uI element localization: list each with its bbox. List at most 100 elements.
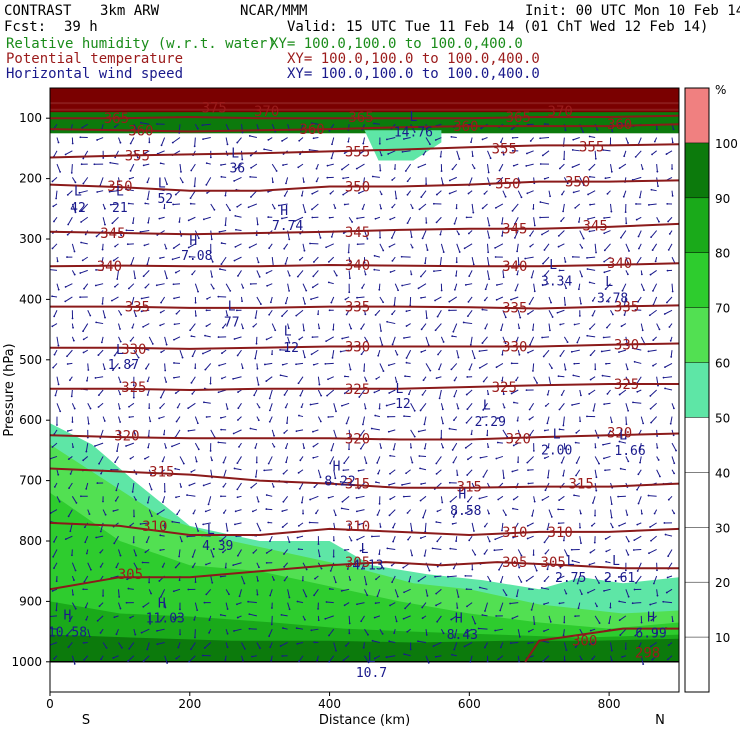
wind-vector	[372, 175, 380, 178]
theta-label: 340	[97, 259, 122, 275]
wind-vector-head	[495, 284, 498, 286]
wind-vector	[563, 629, 565, 636]
wind-vector	[225, 602, 229, 610]
wind-vector-head	[556, 578, 559, 580]
wind-vector	[164, 655, 168, 664]
wind-vector	[282, 495, 289, 503]
wind-vector	[514, 217, 519, 225]
theta-label: 330	[502, 340, 527, 356]
wind-vector-head	[212, 287, 215, 290]
wind-vector-head	[606, 393, 609, 395]
wind-vector	[482, 336, 488, 344]
wind-vector-head	[481, 138, 484, 141]
wind-vector-head	[51, 247, 54, 250]
wind-vector-head	[104, 207, 106, 210]
wind-vector	[663, 376, 673, 379]
wind-vector	[268, 456, 273, 464]
wind-vector-head	[595, 489, 598, 492]
wind-vector	[116, 628, 119, 635]
wind-vector-head	[156, 629, 158, 632]
wind-vector-head	[571, 166, 574, 169]
wind-vector-head	[256, 223, 259, 226]
wind-vector	[210, 575, 213, 583]
wind-vector-head	[604, 469, 606, 472]
wind-vector	[453, 389, 458, 397]
wind-vector-head	[247, 600, 250, 603]
wind-vector-head	[602, 336, 605, 339]
wind-vector-head	[528, 303, 531, 305]
wind-vector-head	[562, 634, 565, 637]
wind-vector-head	[203, 647, 206, 649]
wind-vector-head	[220, 495, 222, 498]
wind-vector-head	[283, 247, 286, 250]
wind-vector	[356, 495, 365, 499]
wind-vector	[425, 336, 430, 346]
wind-vector-head	[73, 663, 76, 665]
wind-vector-head	[451, 335, 454, 338]
wind-vector	[440, 403, 444, 410]
wind-vector-head	[197, 530, 200, 532]
wind-vector-head	[72, 326, 74, 329]
wind-vector-head	[156, 123, 158, 125]
wind-vector	[356, 535, 365, 541]
wind-vector-head	[624, 211, 627, 214]
wind-vector	[205, 177, 212, 186]
wind-vector-head	[379, 169, 382, 172]
wind-vector-head	[381, 344, 384, 346]
wind-vector-head	[191, 556, 194, 558]
theta-label: 340	[502, 259, 527, 275]
wind-vector	[79, 190, 88, 194]
x-tick-label: 200	[178, 697, 201, 711]
extremum-L: L	[368, 651, 376, 666]
wind-vector-head	[118, 596, 121, 598]
wind-vector	[496, 455, 504, 460]
wind-vector	[333, 469, 336, 479]
wind-vector	[579, 536, 582, 544]
wind-vector	[648, 349, 657, 352]
wind-vector-head	[589, 328, 591, 330]
wind-vector	[500, 323, 504, 331]
wind-vector	[408, 575, 412, 582]
wind-vector-head	[656, 569, 658, 572]
extremum-value: 12	[283, 341, 299, 356]
wind-vector-head	[631, 347, 634, 350]
wind-vector-head	[452, 461, 455, 464]
wind-vector-head	[229, 209, 231, 212]
wind-vector	[282, 522, 288, 528]
wind-vector	[176, 416, 181, 422]
wind-vector-head	[587, 193, 589, 196]
wind-vector-head	[340, 507, 343, 510]
wind-vector	[456, 589, 459, 598]
wind-vector	[210, 429, 216, 438]
wind-vector	[544, 575, 550, 582]
wind-vector	[652, 283, 658, 292]
wind-vector	[71, 177, 76, 183]
wind-vector	[255, 310, 258, 319]
wind-vector-head	[610, 516, 613, 519]
wind-vector-head	[140, 310, 143, 313]
wind-vector-head	[572, 374, 575, 377]
wind-vector-head	[511, 470, 514, 473]
wind-vector-head	[174, 392, 177, 395]
wind-vector-head	[524, 257, 527, 260]
wind-vector	[328, 655, 335, 663]
wind-vector-head	[324, 617, 327, 620]
wind-vector-head	[512, 507, 514, 510]
wind-vector-head	[624, 569, 627, 572]
wind-vector	[517, 310, 521, 318]
wind-vector-head	[588, 563, 591, 566]
wind-vector-head	[310, 629, 313, 632]
wind-vector	[256, 522, 261, 531]
wind-vector-head	[602, 443, 604, 446]
wind-vector-head	[81, 126, 84, 129]
wind-vector-head	[111, 222, 114, 225]
wind-vector	[67, 217, 73, 225]
wind-vector-head	[669, 422, 672, 425]
wind-vector	[656, 469, 661, 477]
wind-vector-head	[457, 356, 460, 359]
plot-border	[49, 87, 680, 693]
wind-vector-head	[359, 152, 362, 154]
wind-vector-head	[511, 209, 514, 212]
wind-vector-head	[310, 353, 313, 356]
wind-vector	[133, 549, 137, 556]
